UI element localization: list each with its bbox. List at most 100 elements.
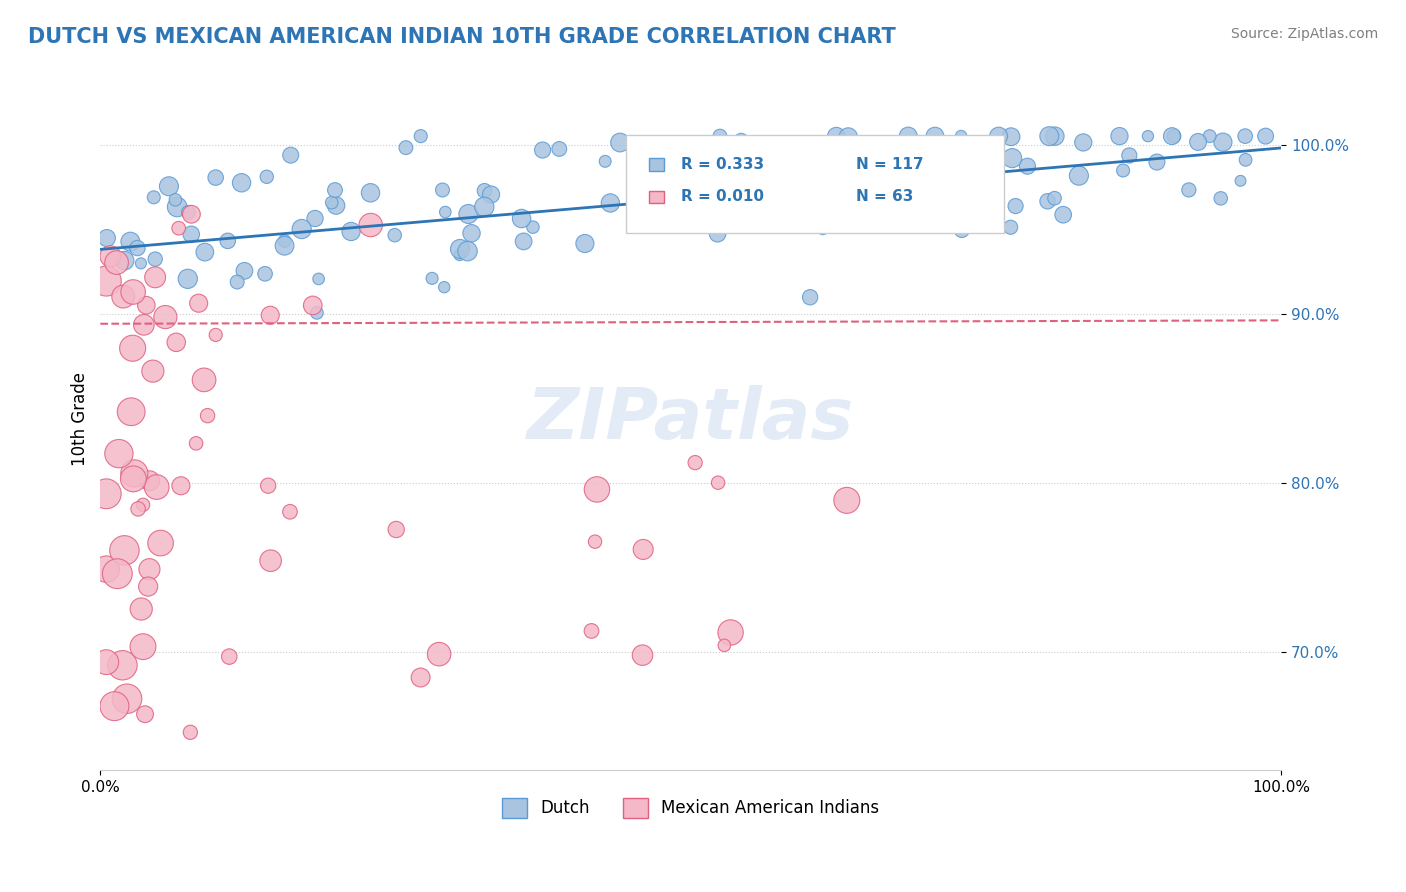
Point bbox=[325, 198, 347, 212]
Point bbox=[134, 707, 156, 722]
Point bbox=[127, 241, 149, 255]
Point bbox=[837, 130, 859, 145]
Point bbox=[409, 671, 432, 685]
Point bbox=[143, 252, 166, 266]
Point bbox=[122, 285, 145, 299]
Text: R = 0.333: R = 0.333 bbox=[682, 157, 765, 172]
Point bbox=[449, 242, 471, 256]
Point bbox=[1178, 183, 1201, 197]
Point bbox=[709, 129, 731, 144]
Point bbox=[427, 647, 450, 661]
Point bbox=[457, 207, 479, 221]
Point bbox=[981, 184, 1004, 198]
Point bbox=[574, 236, 596, 251]
Point bbox=[218, 649, 240, 664]
Point bbox=[599, 196, 621, 211]
Point bbox=[432, 183, 454, 197]
Point bbox=[138, 474, 160, 488]
Point bbox=[1212, 135, 1234, 149]
Point bbox=[522, 220, 544, 235]
Point bbox=[132, 498, 155, 512]
Point bbox=[811, 222, 834, 236]
Point bbox=[789, 203, 811, 218]
FancyBboxPatch shape bbox=[626, 136, 1004, 234]
Point bbox=[256, 169, 278, 184]
Legend: Dutch, Mexican American Indians: Dutch, Mexican American Indians bbox=[495, 791, 886, 825]
Point bbox=[474, 184, 496, 198]
Point bbox=[127, 501, 149, 516]
Point bbox=[180, 227, 202, 242]
Point bbox=[129, 602, 152, 616]
Point bbox=[136, 580, 159, 594]
Point bbox=[291, 222, 314, 236]
Point bbox=[304, 211, 326, 226]
Point bbox=[434, 205, 457, 219]
Point bbox=[395, 141, 418, 155]
Point bbox=[730, 134, 752, 148]
Point bbox=[254, 267, 277, 281]
Point bbox=[720, 625, 742, 640]
Point bbox=[193, 373, 215, 387]
Point bbox=[132, 640, 155, 654]
Point bbox=[194, 245, 217, 260]
Point bbox=[1000, 220, 1022, 235]
Point bbox=[1234, 153, 1257, 167]
Point bbox=[647, 201, 669, 215]
Point bbox=[1161, 129, 1184, 144]
Point bbox=[472, 200, 495, 214]
Point bbox=[226, 275, 249, 289]
Point bbox=[807, 163, 830, 178]
Point bbox=[631, 542, 654, 557]
FancyBboxPatch shape bbox=[650, 191, 664, 203]
Point bbox=[842, 207, 865, 221]
Point bbox=[1209, 191, 1232, 205]
Point bbox=[167, 221, 190, 235]
Point bbox=[280, 148, 302, 162]
Text: Source: ZipAtlas.com: Source: ZipAtlas.com bbox=[1230, 27, 1378, 41]
Point bbox=[689, 154, 711, 169]
Point bbox=[142, 190, 165, 204]
Point bbox=[479, 187, 502, 202]
Point bbox=[1001, 151, 1024, 165]
Point bbox=[627, 220, 650, 235]
Text: DUTCH VS MEXICAN AMERICAN INDIAN 10TH GRADE CORRELATION CHART: DUTCH VS MEXICAN AMERICAN INDIAN 10TH GR… bbox=[28, 27, 896, 46]
Point bbox=[1108, 129, 1130, 144]
Point bbox=[1038, 129, 1060, 144]
Point bbox=[166, 200, 188, 214]
Point bbox=[145, 480, 167, 494]
Text: N = 63: N = 63 bbox=[856, 189, 914, 204]
Point bbox=[204, 170, 226, 185]
Point bbox=[149, 536, 172, 550]
Point bbox=[103, 699, 125, 714]
Point bbox=[799, 290, 821, 304]
Point bbox=[96, 562, 118, 576]
Point bbox=[112, 289, 135, 303]
Point bbox=[385, 523, 408, 537]
Point bbox=[460, 226, 482, 240]
Point bbox=[180, 207, 202, 221]
Point bbox=[122, 472, 145, 486]
Point bbox=[586, 483, 609, 497]
Point bbox=[593, 154, 616, 169]
Point bbox=[231, 176, 253, 190]
Point bbox=[340, 225, 363, 239]
Point bbox=[114, 253, 136, 268]
Point bbox=[273, 234, 295, 248]
Point bbox=[96, 487, 118, 501]
Point bbox=[1187, 135, 1209, 149]
Text: ZIPatlas: ZIPatlas bbox=[527, 384, 855, 454]
Point bbox=[433, 280, 456, 294]
Point bbox=[360, 186, 382, 200]
Point bbox=[512, 235, 534, 249]
Point bbox=[683, 456, 706, 470]
Point bbox=[111, 658, 134, 673]
Point bbox=[155, 310, 177, 324]
Point bbox=[204, 327, 226, 342]
Point bbox=[273, 238, 295, 252]
Point bbox=[1229, 174, 1251, 188]
Point bbox=[752, 178, 775, 193]
Point bbox=[165, 193, 187, 207]
Point bbox=[259, 554, 281, 568]
Point bbox=[673, 186, 696, 200]
Point bbox=[257, 478, 280, 492]
